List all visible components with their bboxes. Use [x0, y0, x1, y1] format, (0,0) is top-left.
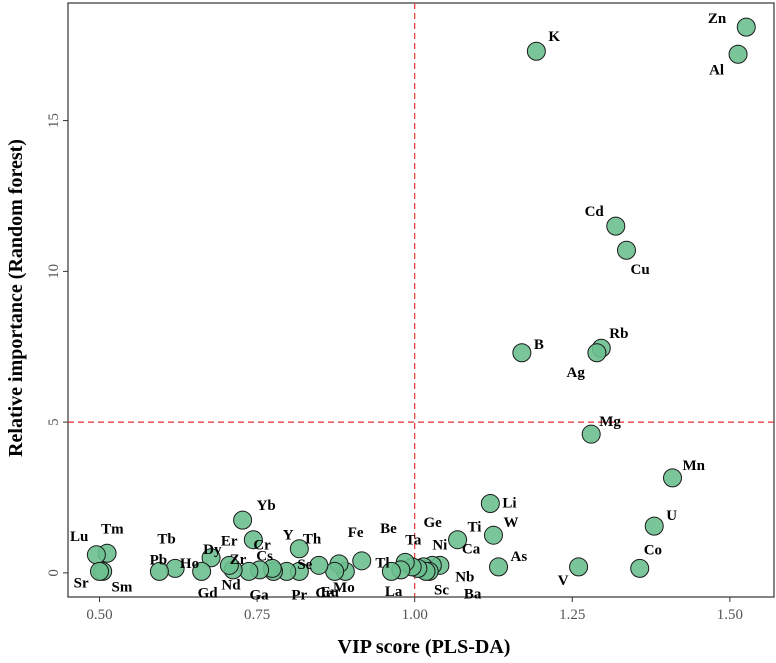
point-label-ni: Ni [432, 537, 447, 553]
point-label-th: Th [303, 531, 322, 547]
data-point-cd [606, 216, 626, 236]
x-tick-label: 0.50 [86, 607, 112, 623]
point-label-tl: Tl [375, 555, 389, 571]
point-label-k: K [548, 29, 560, 45]
data-point-gd [192, 561, 212, 581]
point-label-ge: Ge [424, 515, 443, 531]
point-label-be: Be [380, 521, 397, 537]
point-label-al: Al [709, 62, 724, 78]
point-label-la: La [385, 584, 403, 600]
data-point-nd [219, 555, 239, 575]
point-label-ce: Ce [315, 585, 333, 601]
data-point-as [489, 557, 509, 577]
point-label-cd: Cd [585, 204, 605, 220]
point-label-w: W [503, 515, 518, 531]
point-label-eu: Eu [321, 584, 339, 600]
point-label-co: Co [644, 542, 662, 558]
x-tick-label: 1.00 [402, 607, 428, 623]
point-label-er: Er [221, 533, 238, 549]
data-point-v [569, 557, 589, 577]
data-point-zn [736, 17, 756, 37]
point-label-ho: Ho [180, 556, 199, 572]
point-label-b: B [534, 337, 544, 353]
point-label-ti: Ti [468, 520, 482, 536]
data-point-fe [352, 551, 372, 571]
point-label-mg: Mg [599, 414, 621, 430]
point-label-tm: Tm [101, 521, 124, 537]
data-point-se [289, 539, 309, 559]
point-label-mo: Mo [333, 580, 355, 596]
point-label-gd: Gd [198, 585, 219, 601]
point-label-cr: Cr [253, 538, 271, 554]
y-tick-label: 15 [46, 113, 62, 128]
data-point-lu [86, 545, 106, 565]
point-label-mn: Mn [683, 458, 706, 474]
y-axis-title: Relative importance (Random forest) [5, 139, 27, 457]
data-point-tl [381, 561, 401, 581]
point-label-ga: Ga [249, 587, 269, 603]
data-point-cr [243, 530, 263, 550]
data-point-mg [581, 424, 601, 444]
point-label-u: U [666, 508, 677, 524]
point-label-zn: Zn [708, 11, 727, 27]
x-tick-label: 1.50 [717, 607, 743, 623]
y-tick-label: 5 [46, 418, 62, 426]
point-label-yb: Yb [257, 498, 276, 514]
point-label-cu: Cu [630, 262, 649, 278]
data-point-mn [663, 468, 683, 488]
point-label-zr: Zr [230, 552, 247, 568]
data-point-ti [448, 530, 468, 550]
data-point-b [512, 343, 532, 363]
point-label-tb: Tb [157, 531, 175, 547]
data-point-al [728, 44, 748, 64]
point-label-fe: Fe [348, 525, 364, 541]
point-label-sr: Sr [74, 575, 89, 591]
y-tick-label: 10 [46, 264, 62, 279]
point-label-v: V [558, 573, 569, 589]
point-label-ta: Ta [405, 532, 422, 548]
point-label-pb: Pb [150, 552, 168, 568]
data-point-sm [90, 561, 110, 581]
point-label-ba: Ba [464, 586, 482, 602]
point-label-se: Se [297, 557, 312, 573]
point-label-sm: Sm [112, 579, 133, 595]
point-label-ca: Ca [462, 541, 481, 557]
point-label-rb: Rb [609, 326, 628, 342]
plot-panel-border [67, 2, 775, 598]
data-point-th [309, 555, 329, 575]
data-point-k [526, 41, 546, 61]
point-label-dy: Dy [203, 542, 222, 558]
data-point-ho [201, 548, 221, 568]
x-tick-label: 1.25 [559, 607, 585, 623]
data-point-w [483, 525, 503, 545]
x-axis-title: VIP score (PLS-DA) [338, 636, 511, 658]
data-point-ag [587, 343, 607, 363]
point-label-li: Li [502, 496, 516, 512]
point-label-ag: Ag [567, 365, 586, 381]
data-point-cu [616, 240, 636, 260]
point-label-nb: Nb [455, 569, 474, 585]
data-point-yb [233, 510, 253, 530]
data-point-u [644, 516, 664, 536]
x-tick-label: 0.75 [244, 607, 270, 623]
point-label-nd: Nd [221, 577, 241, 593]
y-tick-label: 0 [46, 569, 62, 577]
point-label-lu: Lu [70, 529, 88, 545]
point-label-pr: Pr [291, 587, 307, 603]
point-label-as: As [511, 549, 528, 565]
point-label-sc: Sc [434, 582, 449, 598]
data-point-tb [149, 561, 169, 581]
data-point-li [480, 494, 500, 514]
data-point-co [630, 558, 650, 578]
point-label-y: Y [283, 527, 294, 543]
point-label-cs: Cs [256, 548, 273, 564]
